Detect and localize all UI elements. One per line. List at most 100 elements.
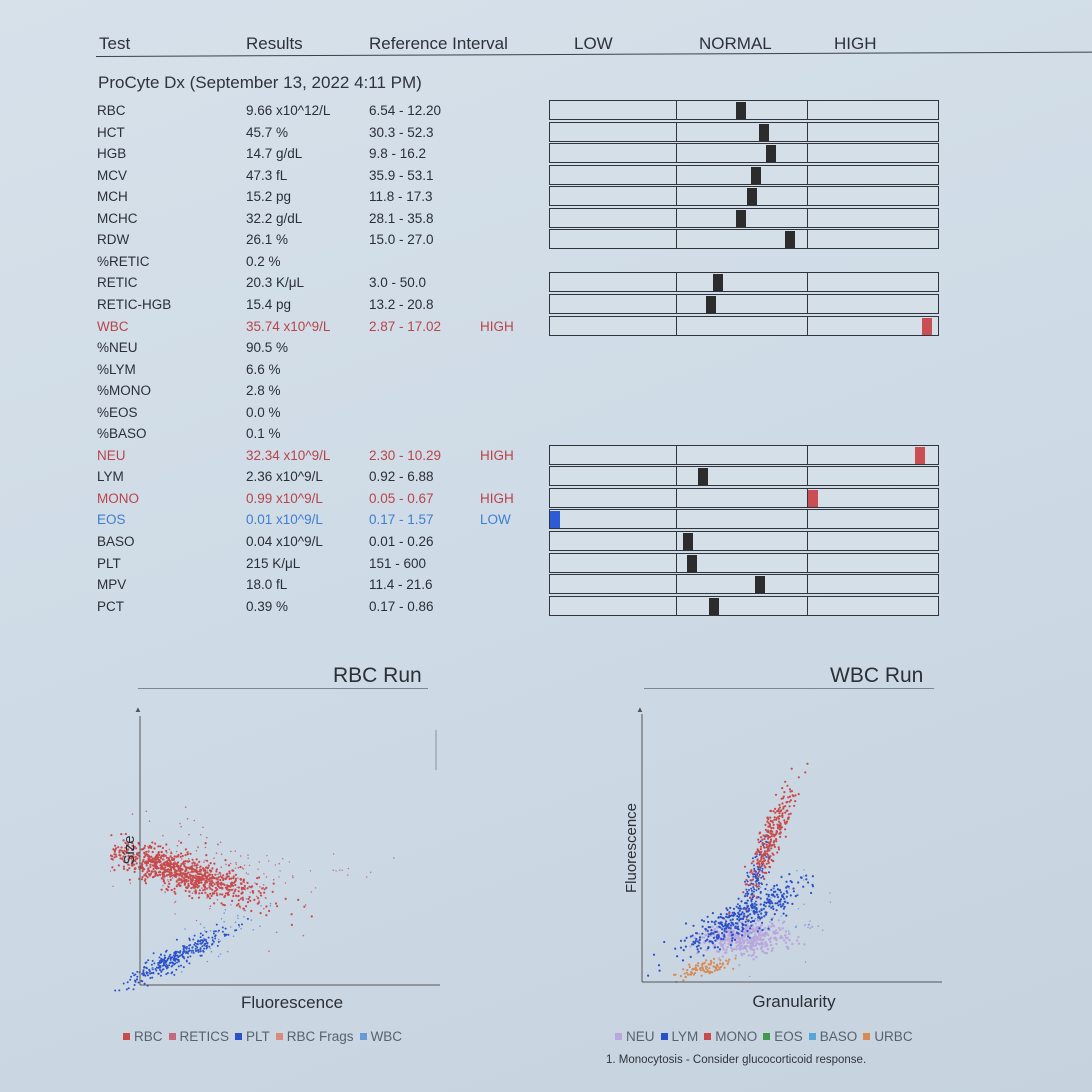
lym-point <box>712 936 715 939</box>
lym-point <box>737 907 740 910</box>
lym-point <box>749 920 752 924</box>
baso-point <box>759 886 762 888</box>
lym-point <box>720 937 723 941</box>
baso-point <box>751 924 753 926</box>
retic-point <box>278 876 280 878</box>
wbc-point <box>209 930 212 932</box>
retic-point <box>163 858 165 861</box>
mono-point <box>779 828 782 831</box>
rbc-point <box>159 864 162 867</box>
mono-point <box>786 784 789 787</box>
rbc-point <box>144 862 147 865</box>
mono-point <box>772 826 775 830</box>
test-name: WBC <box>97 319 129 334</box>
lym-point <box>753 919 756 923</box>
lym-point <box>782 902 785 906</box>
neu-point <box>738 942 741 945</box>
neu-point <box>701 936 704 939</box>
wbc-point <box>191 951 194 953</box>
plt-point <box>199 936 202 939</box>
rbc-point <box>153 847 156 850</box>
lym-point <box>764 913 768 916</box>
lym-point <box>718 948 722 951</box>
mono-point <box>785 821 788 825</box>
rbc-point <box>231 869 234 872</box>
urbc-point <box>718 968 721 971</box>
rbc-point <box>143 855 146 859</box>
legend-label: RBC <box>134 1029 163 1044</box>
wbc-point <box>250 919 253 921</box>
lym-point <box>765 893 768 896</box>
rbc-point <box>265 886 268 889</box>
mono-point <box>779 835 782 838</box>
urbc-point <box>699 966 702 969</box>
plt-point <box>201 945 204 948</box>
retic-point <box>209 905 212 907</box>
rbc-point <box>172 874 175 877</box>
rbc-point <box>242 907 245 910</box>
lym-point <box>777 904 780 907</box>
table-row: MPV 18.0 fL 11.4 - 21.6 <box>0 577 560 597</box>
table-row: %NEU 90.5 % <box>0 340 560 360</box>
lym-point <box>763 901 766 904</box>
mono-point <box>781 802 784 805</box>
rbc-point <box>189 874 192 878</box>
rbc-title-rule <box>138 688 428 689</box>
mono-point <box>758 860 761 863</box>
lym-point <box>753 902 756 905</box>
neu-point <box>774 932 777 935</box>
rbc-point <box>198 889 201 892</box>
lym-point <box>753 867 756 870</box>
rbc-point <box>155 865 159 868</box>
rbc-point <box>146 861 150 864</box>
plt-point <box>183 957 186 960</box>
legend-label: EOS <box>774 1029 803 1044</box>
neu-point <box>770 949 773 952</box>
lym-point <box>760 876 763 879</box>
urbc-point <box>691 972 694 975</box>
rbc-point <box>156 874 159 877</box>
plt-point <box>182 949 185 951</box>
mono-point <box>777 825 780 828</box>
plt-point <box>147 959 150 962</box>
lym-point <box>706 915 709 918</box>
rbc-point <box>251 890 254 893</box>
rbc-point <box>185 886 188 889</box>
retic-point <box>244 889 246 891</box>
lym-point <box>723 934 726 937</box>
legend-label: LYM <box>671 1029 699 1044</box>
lym-point <box>811 875 814 878</box>
rbc-point <box>194 881 197 884</box>
neu-point <box>749 941 753 945</box>
plt-point <box>223 934 226 937</box>
gauge-high-divider <box>807 208 808 228</box>
mono-point <box>777 848 781 851</box>
plt-point <box>175 952 177 955</box>
lym-point <box>711 912 714 915</box>
lym-point <box>724 922 727 925</box>
result-value: 0.2 % <box>246 254 281 269</box>
legend-swatch <box>763 1033 771 1041</box>
rbc-point <box>144 882 147 885</box>
lym-point <box>749 913 752 916</box>
mono-point <box>769 819 772 823</box>
rbc-point <box>154 842 157 845</box>
mono-point <box>761 860 764 863</box>
mono-point <box>781 812 784 815</box>
rbc-point <box>122 865 125 868</box>
plt-point <box>203 939 206 942</box>
retic-point <box>314 887 317 889</box>
neu-point <box>689 945 692 948</box>
urbc-point <box>705 970 708 974</box>
rbc-point <box>232 875 235 878</box>
gauge-marker <box>709 598 720 615</box>
baso-point <box>796 870 798 872</box>
rbc-point <box>224 892 228 895</box>
gauge-marker <box>686 555 697 572</box>
gauge-high-divider <box>807 509 808 529</box>
neu-point <box>769 936 773 939</box>
rbc-point <box>173 865 176 868</box>
lym-point <box>694 940 697 943</box>
col-test-header: Test <box>99 34 131 53</box>
plt-point <box>184 946 187 949</box>
